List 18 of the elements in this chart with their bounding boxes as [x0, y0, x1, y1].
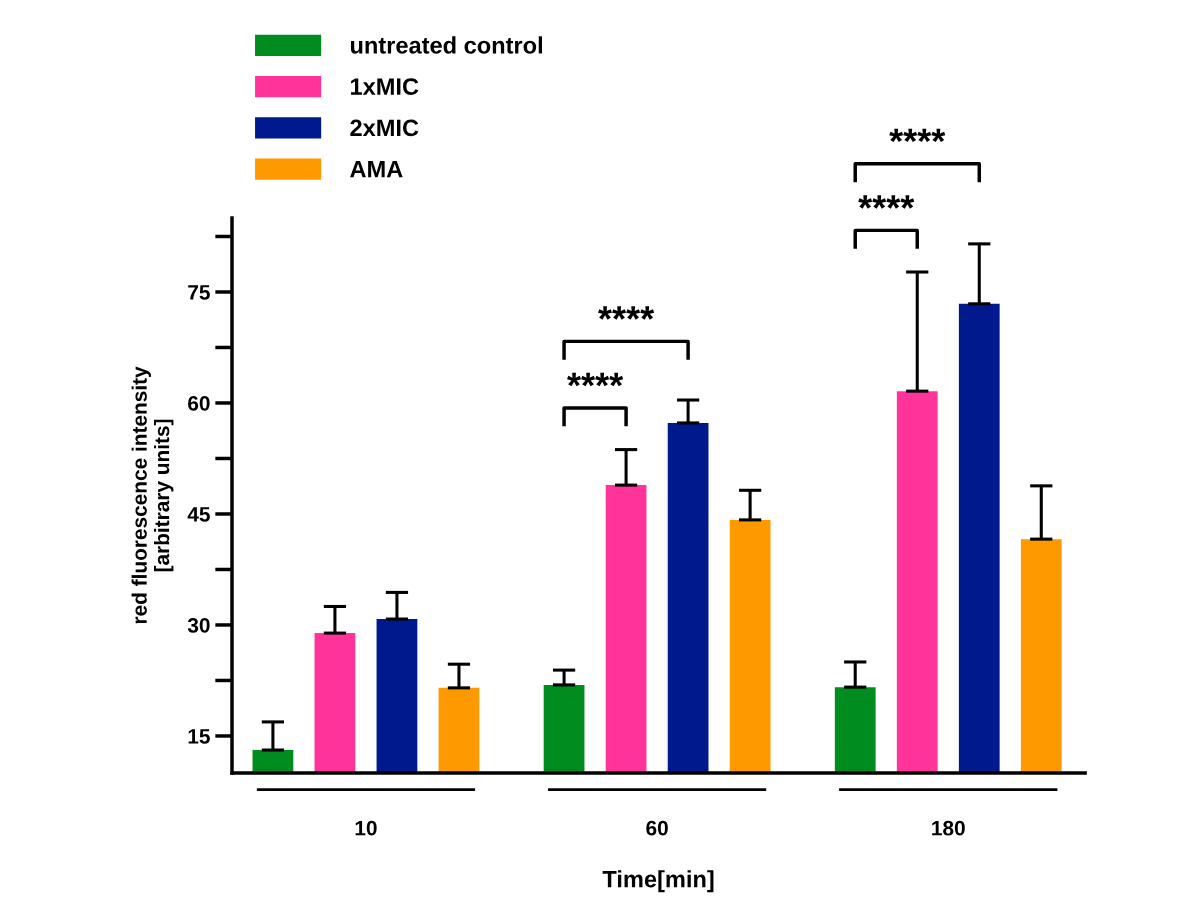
annotation: **** [598, 306, 655, 320]
legend-label: 2xMIC [350, 119, 419, 137]
legend-label: AMA [350, 160, 403, 178]
x-axis-title: Time[min] [602, 870, 714, 893]
text: **** [889, 128, 946, 143]
text: **** [858, 195, 915, 209]
y-tick-label: 75 [188, 285, 210, 300]
y-axis-title: red fluorescence intensity [arbitrary units] [131, 366, 174, 624]
y-tick-label: 30 [187, 617, 210, 633]
annotation: **** [567, 372, 624, 387]
x-tick-label: 60 [646, 820, 668, 836]
legend-label: 1xMIC [350, 78, 419, 95]
x-tick-label: 180 [932, 820, 965, 836]
x-tick-label: 10 [355, 820, 377, 836]
y-tick-label: 60 [188, 395, 210, 411]
legend-label: untreated control [350, 36, 542, 54]
y-tick-label: 15 [188, 729, 210, 744]
y-tick-label: 45 [187, 507, 210, 522]
